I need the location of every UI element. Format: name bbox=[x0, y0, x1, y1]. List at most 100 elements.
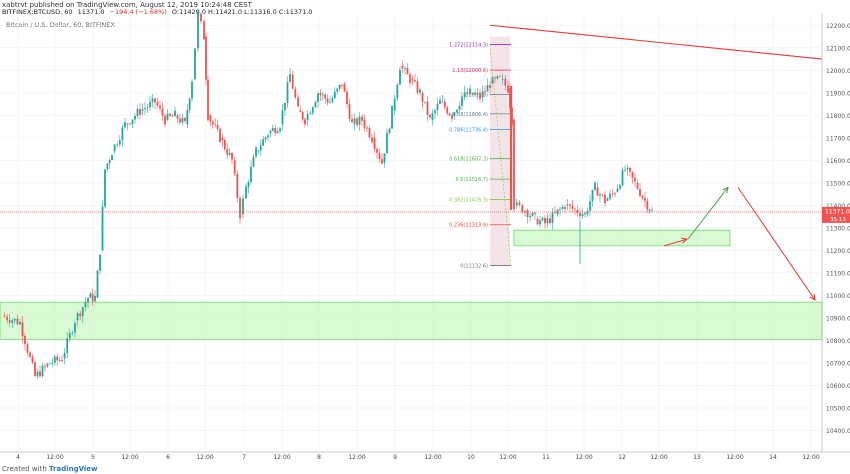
candle-body bbox=[529, 215, 531, 218]
candle-body bbox=[601, 194, 604, 196]
candle-body bbox=[626, 167, 629, 170]
candle-body bbox=[479, 93, 481, 99]
symbol-line: BITFINEX:BTCUSD, 60 bbox=[2, 8, 73, 16]
candle-body bbox=[151, 98, 154, 102]
candle-body bbox=[463, 92, 466, 98]
candle-body bbox=[621, 170, 624, 186]
candle-body bbox=[596, 187, 599, 196]
candle-body bbox=[269, 130, 272, 134]
candle-body bbox=[584, 213, 586, 215]
candle-body bbox=[624, 169, 626, 171]
candle-body bbox=[304, 119, 306, 125]
projection-arrow bbox=[687, 187, 729, 240]
candle-body bbox=[68, 332, 71, 339]
candle-body bbox=[259, 145, 262, 151]
candle-body bbox=[169, 113, 171, 116]
candle-body bbox=[106, 163, 109, 170]
candle-body bbox=[499, 76, 501, 77]
candle-body bbox=[41, 365, 44, 377]
candle-body bbox=[58, 359, 61, 361]
candle-body bbox=[46, 363, 49, 367]
candle-body bbox=[404, 67, 406, 69]
x-tick-label: 12:00 bbox=[802, 454, 819, 461]
candle-body bbox=[156, 101, 159, 106]
candle-body bbox=[257, 150, 260, 152]
candle-body bbox=[289, 74, 291, 83]
candles-group bbox=[3, 8, 653, 379]
candle-body bbox=[566, 204, 569, 206]
candle-body bbox=[446, 107, 449, 114]
candle-body bbox=[453, 112, 456, 116]
candle-body bbox=[203, 21, 205, 40]
candle-body bbox=[378, 152, 381, 160]
candle-body bbox=[589, 201, 591, 211]
candle-body bbox=[267, 135, 269, 138]
candle-body bbox=[87, 297, 89, 303]
candle-body bbox=[291, 74, 294, 89]
candle-body bbox=[518, 202, 521, 205]
y-tick-label: 11700.0 bbox=[826, 135, 850, 142]
candle-body bbox=[61, 359, 63, 362]
candle-body bbox=[536, 218, 539, 225]
candle-countdown: 35:13 bbox=[830, 217, 846, 223]
candle-body bbox=[233, 160, 236, 174]
candle-body bbox=[383, 153, 386, 163]
candle-body bbox=[276, 131, 279, 133]
candle-body bbox=[391, 105, 393, 129]
candle-body bbox=[200, 14, 202, 22]
candle-body bbox=[194, 48, 196, 80]
candle-body bbox=[274, 128, 277, 133]
y-tick-label: 11900.0 bbox=[826, 90, 850, 97]
candle-body bbox=[416, 81, 419, 93]
candle-body bbox=[341, 84, 343, 86]
candle-body bbox=[451, 115, 453, 119]
candle-body bbox=[131, 119, 134, 125]
candle-body bbox=[129, 123, 131, 125]
candle-body bbox=[448, 113, 451, 116]
footer-credit: Created with TradingView bbox=[2, 465, 98, 473]
x-tick-label: 12:00 bbox=[273, 454, 290, 461]
candle-body bbox=[461, 97, 463, 106]
candle-body bbox=[436, 103, 439, 111]
candle-body bbox=[56, 356, 59, 361]
candle-body bbox=[496, 76, 499, 79]
candle-body bbox=[619, 185, 621, 189]
candle-body bbox=[541, 217, 544, 221]
candle-body bbox=[551, 212, 554, 223]
y-tick-label: 10500.0 bbox=[826, 405, 850, 412]
candle-body bbox=[29, 352, 31, 357]
candle-body bbox=[321, 94, 324, 96]
candle-body bbox=[184, 117, 186, 121]
x-tick-label: 12 bbox=[618, 454, 626, 461]
candle-body bbox=[513, 119, 515, 210]
fib-diagonal bbox=[489, 44, 512, 266]
candle-body bbox=[286, 82, 289, 103]
candle-body bbox=[406, 67, 409, 75]
fib-level-label: 1(11891.9) bbox=[460, 93, 488, 99]
candle-body bbox=[164, 115, 166, 125]
candle-body bbox=[219, 128, 221, 143]
x-tick-label: 13 bbox=[693, 454, 701, 461]
candle-body bbox=[366, 127, 368, 129]
candle-body bbox=[89, 293, 92, 298]
x-tick-label: 4 bbox=[16, 454, 20, 461]
candle-body bbox=[66, 338, 69, 354]
candle-body bbox=[34, 362, 36, 376]
candle-body bbox=[333, 91, 336, 99]
y-tick-label: 11100.0 bbox=[826, 270, 850, 277]
candle-body bbox=[159, 105, 161, 109]
candle-body bbox=[324, 94, 327, 99]
ohlc-values: O:11420.0 H:11421.0 L:11316.0 C:11371.0 bbox=[171, 8, 313, 16]
candle-body bbox=[94, 296, 96, 302]
candle-body bbox=[71, 332, 74, 334]
candle-body bbox=[456, 109, 458, 113]
author-line: xabtrvt published on TradingView.com, Au… bbox=[2, 1, 252, 9]
candle-body bbox=[616, 188, 619, 192]
candle-body bbox=[639, 188, 641, 196]
candle-body bbox=[651, 210, 653, 212]
candle-body bbox=[245, 186, 247, 199]
arrow-head bbox=[722, 186, 729, 194]
candle-body bbox=[111, 155, 113, 161]
candle-body bbox=[24, 335, 26, 345]
